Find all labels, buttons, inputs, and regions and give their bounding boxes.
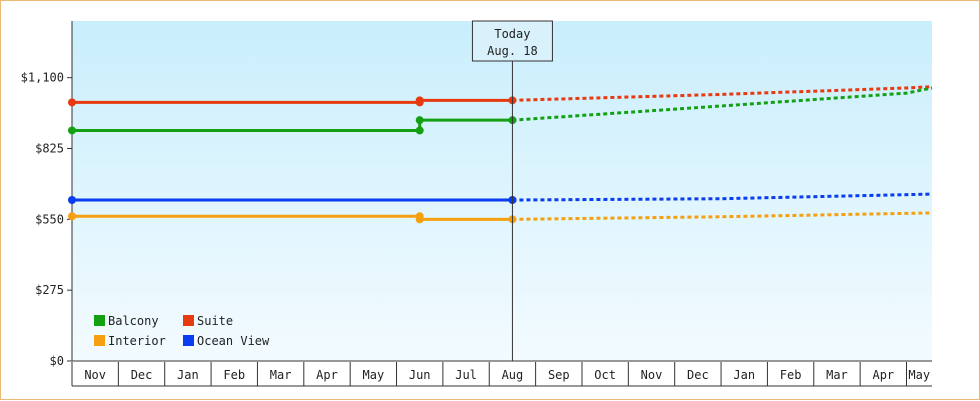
x-tick-label: Mar [826, 368, 848, 382]
x-tick-label: Sep [548, 368, 570, 382]
x-tick-label: Feb [780, 368, 802, 382]
legend-swatch [94, 335, 105, 346]
legend-item-suite: Suite [183, 314, 233, 328]
series-point [415, 116, 424, 125]
legend-swatch [183, 315, 194, 326]
y-tick-label: $0 [50, 354, 64, 368]
x-tick-label: Oct [594, 368, 616, 382]
series-point [415, 96, 424, 105]
x-tick-label: May [363, 368, 385, 382]
axes: $0 $275 $550 $825 $1,100 Nov Dec Jan Feb Mar Apr Ma… [21, 21, 932, 387]
x-tick-label: Jul [455, 368, 477, 382]
series-layer [68, 85, 933, 224]
x-tick-label: May [908, 368, 930, 382]
legend-label: Suite [197, 314, 233, 328]
series-history-line [72, 118, 513, 132]
x-tick-label: Apr [872, 368, 894, 382]
x-tick-label: Nov [641, 368, 663, 382]
plot-background [72, 21, 932, 361]
legend-item-interior: Interior [94, 334, 166, 348]
today-label: Today [494, 27, 530, 41]
series-point [68, 196, 76, 205]
x-tick-label: Feb [223, 368, 245, 382]
legend: Balcony Suite Interior Ocean View [94, 314, 270, 348]
legend-label: Ocean View [197, 334, 270, 348]
x-tick-label: Nov [84, 368, 106, 382]
x-tick-label: Dec [687, 368, 709, 382]
legend-label: Interior [108, 334, 166, 348]
y-tick-label: $275 [35, 283, 64, 297]
x-tick-label: Jan [733, 368, 755, 382]
today-box [471, 20, 553, 62]
legend-item-ocean-view: Ocean View [183, 334, 270, 348]
legend-swatch [94, 315, 105, 326]
x-tick-label: Aug [502, 368, 524, 382]
today-date: Aug. 18 [487, 44, 538, 58]
legend-label: Balcony [108, 314, 159, 328]
series-point [415, 126, 424, 135]
series-forecast-line [512, 85, 933, 102]
series-forecast-line [512, 86, 933, 122]
y-tick-label: $1,100 [21, 71, 64, 85]
y-tick-label: $550 [35, 212, 64, 226]
x-tick-label: Apr [316, 368, 338, 382]
series-suite [68, 85, 933, 107]
today-marker: Today Aug. 18 [471, 20, 553, 361]
x-tick-label: Jun [409, 368, 431, 382]
series-interior [68, 211, 933, 224]
x-tick-label: Jan [177, 368, 199, 382]
y-tick-label: $825 [35, 142, 64, 156]
x-tick-label: Mar [270, 368, 292, 382]
legend-swatch [183, 335, 194, 346]
x-tick-label: Dec [131, 368, 153, 382]
series-point [68, 126, 76, 135]
series-point [415, 215, 424, 224]
legend-item-balcony: Balcony [94, 314, 159, 328]
series-balcony [68, 86, 933, 135]
series-point [68, 98, 76, 107]
series-point [68, 212, 76, 221]
